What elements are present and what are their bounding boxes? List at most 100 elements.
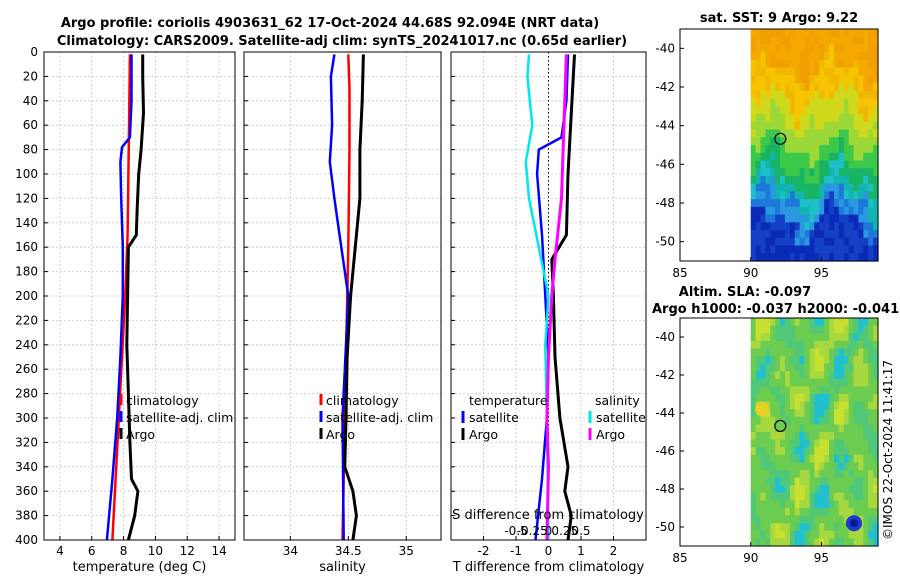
top-tick-label: 0.25: [551, 524, 578, 538]
map-cell: [824, 333, 830, 342]
map-cell: [873, 416, 879, 425]
map-cell: [824, 401, 830, 410]
map-cell: [794, 230, 801, 239]
series-line-argo: [343, 54, 365, 541]
map-cell: [755, 318, 762, 327]
map-cell: [780, 206, 786, 216]
map-cell: [829, 492, 835, 501]
map-cell: [809, 439, 815, 448]
legend-label: Argo: [469, 427, 498, 442]
map-cell: [824, 363, 830, 372]
map-cell: [868, 121, 874, 131]
map-cell: [833, 183, 840, 192]
map-cell: [804, 67, 811, 76]
map-cell: [833, 230, 840, 239]
map-cell: [804, 523, 811, 532]
map-cell: [843, 160, 850, 169]
map-cell: [873, 477, 879, 486]
map-cell: [824, 462, 830, 471]
y-tick-label: 100: [15, 167, 38, 181]
map-cell: [819, 114, 825, 123]
map-cell: [799, 333, 806, 342]
map-cell: [775, 75, 781, 84]
map-cell: [873, 67, 879, 76]
map-cell: [804, 199, 811, 208]
map-cell: [868, 318, 874, 327]
map-cell: [824, 121, 830, 131]
map-cell: [868, 168, 874, 177]
map-cell: [863, 508, 869, 517]
map-cell: [829, 485, 835, 494]
map-cell: [765, 409, 771, 418]
map-cell: [868, 500, 874, 509]
map-cell: [775, 371, 781, 380]
map-cell: [853, 439, 860, 448]
map-cell: [770, 214, 776, 223]
map-cell: [789, 230, 796, 239]
map-cell: [794, 145, 801, 154]
map-cell: [794, 386, 801, 395]
map-cell: [804, 206, 811, 216]
map-cell: [804, 530, 811, 539]
map-cell: [799, 500, 806, 509]
map-cell: [838, 44, 845, 53]
map-cell: [750, 424, 757, 433]
map-cell: [848, 485, 855, 494]
map-cell: [824, 477, 830, 486]
map-cell: [848, 477, 855, 486]
map-cell: [824, 168, 830, 177]
map-cell: [770, 371, 776, 380]
map-cell: [780, 152, 786, 162]
map-cell: [863, 378, 869, 387]
map-cell: [760, 530, 767, 539]
map-cell: [804, 409, 811, 418]
map-cell: [794, 67, 801, 76]
map-cell: [750, 59, 757, 69]
map-cell: [750, 29, 757, 38]
map-cell: [784, 199, 791, 208]
map-cell: [843, 52, 850, 61]
map-cell: [804, 29, 811, 38]
map-cell: [833, 318, 840, 327]
map-cell: [789, 409, 796, 418]
map-cell: [770, 199, 776, 208]
y-tick-label: 320: [15, 435, 38, 449]
map-cell: [750, 416, 757, 425]
map-cell: [804, 114, 811, 123]
map-cell: [858, 160, 864, 169]
map-cell: [799, 371, 806, 380]
map-cell: [868, 333, 874, 342]
map-cell: [848, 325, 855, 334]
map-cell: [863, 318, 869, 327]
map-cell: [804, 106, 811, 115]
map-cell: [824, 416, 830, 425]
map-cell: [780, 114, 786, 123]
map-cell: [765, 492, 771, 501]
map-cell: [775, 538, 781, 547]
map-cell: [789, 83, 796, 92]
map-cell: [780, 439, 786, 448]
map-cell: [794, 237, 801, 247]
map-cell: [838, 515, 845, 524]
map-cell: [789, 424, 796, 433]
map-cell: [755, 44, 762, 53]
map-cell: [760, 36, 767, 46]
map-cell: [784, 409, 791, 418]
map-cell: [868, 245, 874, 254]
map-cell: [819, 90, 825, 100]
map-cell: [853, 145, 860, 154]
map-cell: [765, 432, 771, 441]
map-cell: [799, 538, 806, 547]
map-cell: [755, 160, 762, 169]
map-cell: [775, 253, 781, 262]
map-cell: [755, 424, 762, 433]
map-cell: [750, 401, 757, 410]
legend-title-temperature: temperature: [469, 393, 548, 408]
map-cell: [809, 214, 815, 223]
map-cell: [858, 90, 864, 100]
legend-label: satellite: [596, 410, 646, 425]
map-cell: [765, 333, 771, 342]
map-cell: [750, 106, 757, 115]
map-cell: [868, 59, 874, 69]
map-cell: [829, 378, 835, 387]
